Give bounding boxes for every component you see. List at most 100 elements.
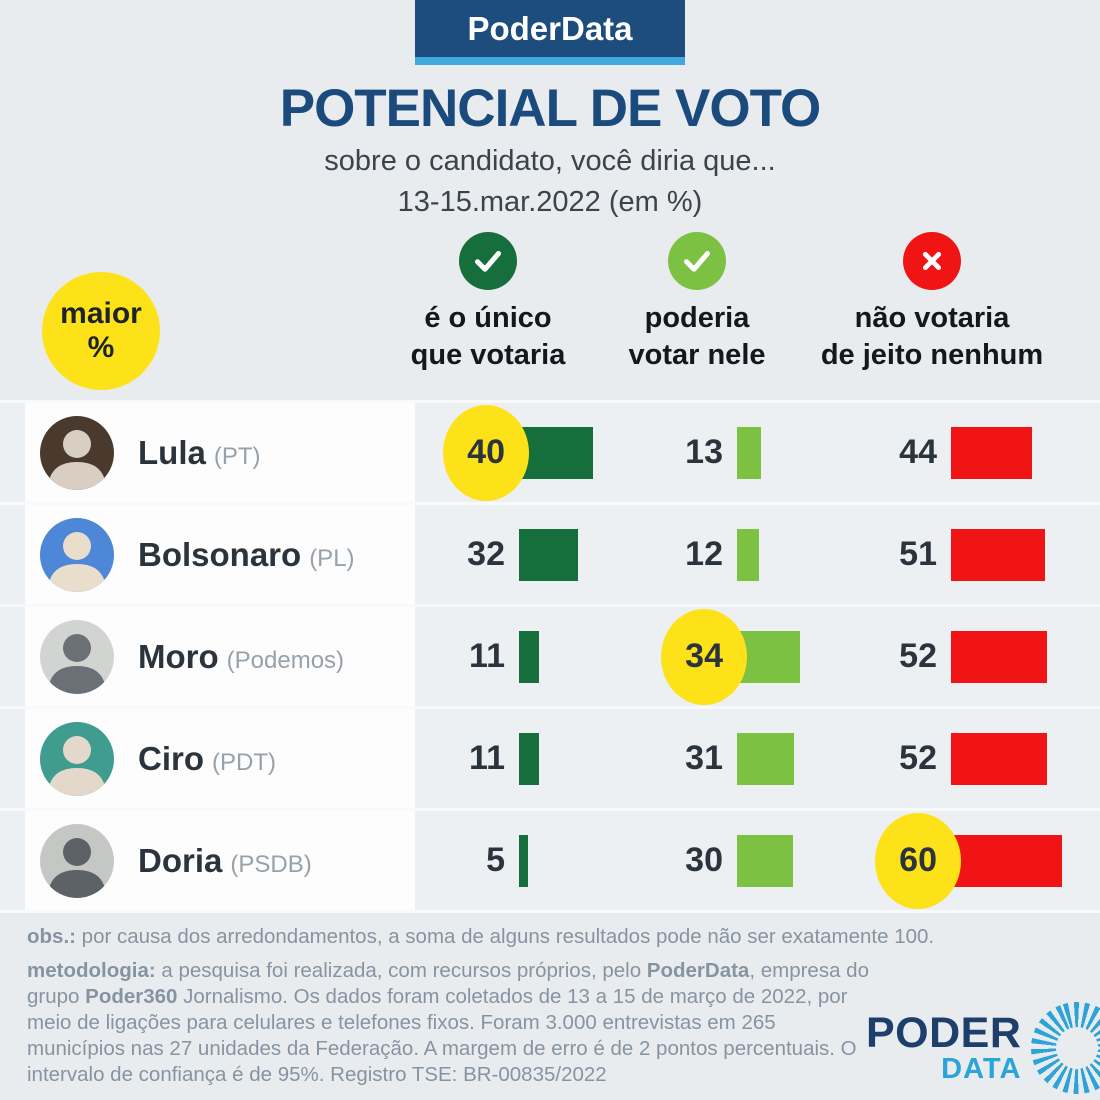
results-table: Lula (PT) 40 13 44 Bolsonaro (PL) 32 12 51 Moro (Po… [0,400,1100,913]
page-title: POTENCIAL DE VOTO [279,79,822,138]
value-number: 44 [899,433,937,471]
value-cell: 40 [409,403,593,502]
value-bar [951,630,1048,683]
column-label-line: votar nele [628,339,766,371]
value-cell: 11 [409,607,540,706]
candidate-party: (PT) [213,442,261,470]
value-cell: 32 [409,505,579,604]
value-number: 12 [685,535,723,573]
value-bar [519,528,579,581]
candidate-name: Bolsonaro [138,535,302,573]
value-number: 51 [899,535,937,573]
candidate-party: (Podemos) [226,646,345,674]
value-number: 11 [469,637,505,675]
value-cell: 30 [627,811,793,910]
column-header-never-vote: não votaria de jeito nenhum [782,232,1082,374]
subtitle-question: sobre o candidato, você diria que... [324,145,776,177]
note-methodology-label: metodologia: [27,959,156,982]
value-cell: 13 [627,403,762,502]
candidate-panel: Bolsonaro (PL) [25,505,415,604]
column-label-line: que votaria [410,339,566,371]
note-rounding: obs.: por causa dos arredondamentos, a s… [27,925,935,948]
candidate-panel: Lula (PT) [25,403,415,502]
value-bar [737,834,793,887]
value-bar [951,528,1046,581]
value-bar [951,834,1062,887]
candidate-name: Doria [138,841,223,879]
candidate-party: (PL) [309,544,355,572]
highest-value-highlight [875,812,962,909]
value-bar [737,528,760,581]
value-cell: 31 [627,709,795,808]
value-bar [519,834,529,887]
check-dark-green-icon [459,232,517,290]
logo-word-poder: PODER [866,1009,1022,1057]
value-bar [737,426,762,479]
column-label-line: de jeito nenhum [820,339,1044,371]
value-number: 52 [899,637,937,675]
table-row: Ciro (PDT) 11 31 52 [0,709,1100,811]
value-bar [519,426,593,479]
badge-line1: maior [60,297,142,330]
column-label-line: poderia [644,302,750,334]
value-cell: 60 [841,811,1062,910]
candidate-name: Lula [138,433,206,471]
value-bar [951,426,1033,479]
highest-percent-badge: maior % [42,272,160,390]
candidate-panel: Doria (PSDB) [25,811,415,910]
poderdata-logo: PODER DATA [866,994,1100,1100]
value-cell: 52 [841,709,1048,808]
value-cell: 52 [841,607,1048,706]
value-number: 32 [467,535,505,573]
subtitle-date: 13-15.mar.2022 (em %) [397,186,703,218]
candidate-panel: Ciro (PDT) [25,709,415,808]
brand-banner-strip [415,57,685,65]
value-number: 34 [661,608,748,705]
value-number: 30 [685,841,723,879]
value-number: 40 [443,404,530,501]
column-label-line: é o único [424,302,552,334]
value-bar [951,732,1048,785]
note-rounding-label: obs.: [27,925,76,948]
highest-value-highlight [661,608,748,705]
candidate-photo [40,823,114,898]
candidate-photo [40,721,114,796]
value-number: 11 [469,739,505,777]
table-row: Bolsonaro (PL) 32 12 51 [0,505,1100,607]
logo-word-data: DATA [941,1053,1022,1085]
pinwheel-logo-icon [1024,994,1100,1100]
candidate-name: Ciro [138,739,204,777]
badge-line2: % [87,331,115,364]
candidate-photo [40,619,114,694]
column-label-line: não votaria [854,302,1010,334]
value-cell: 34 [627,607,800,706]
value-number: 52 [899,739,937,777]
value-number: 5 [486,841,505,879]
value-cell: 12 [627,505,760,604]
note-methodology: metodologia: a pesquisa foi realizada, c… [27,959,869,1086]
column-header-could-vote: poderia votar nele [592,232,802,374]
table-row: Moro (Podemos) 11 34 52 [0,607,1100,709]
candidate-photo [40,415,114,490]
value-bar [737,630,800,683]
value-cell: 51 [841,505,1046,604]
candidate-party: (PDT) [212,748,276,776]
value-bar [519,732,540,785]
value-number: 31 [685,739,723,777]
candidate-name: Moro [138,637,219,675]
table-row: Lula (PT) 40 13 44 [0,403,1100,505]
value-cell: 44 [841,403,1033,502]
candidate-party: (PSDB) [230,850,312,878]
brand-banner: PoderData [415,0,685,57]
column-header-unique-vote: é o único que votaria [368,232,608,374]
brand-banner-label: PoderData [467,9,633,47]
value-number: 13 [685,433,723,471]
value-bar [737,732,795,785]
value-number: 60 [875,812,962,909]
value-cell: 11 [409,709,540,808]
value-cell: 5 [409,811,529,910]
highest-value-highlight [443,404,530,501]
candidate-photo [40,517,114,592]
table-row: Doria (PSDB) 5 30 60 [0,811,1100,913]
